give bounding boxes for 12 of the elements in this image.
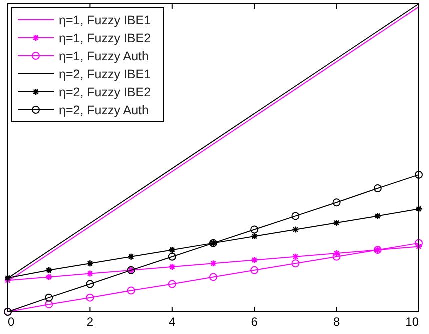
legend-label: η=1, Fuzzy IBE2 [59, 32, 152, 46]
legend-label: η=2, Fuzzy Auth [59, 104, 150, 118]
x-tick-label: 2 [86, 315, 94, 329]
legend-label: η=1, Fuzzy Auth [59, 50, 150, 64]
legend-label: η=2, Fuzzy IBE2 [59, 86, 152, 100]
x-tick-label: 6 [251, 315, 258, 329]
x-tick-label: 4 [169, 315, 176, 329]
x-tick-label: 10 [406, 315, 420, 329]
x-tick-label: 8 [333, 315, 340, 329]
legend-label: η=1, Fuzzy IBE1 [59, 14, 152, 28]
legend-label: η=2, Fuzzy IBE1 [59, 68, 152, 82]
x-tick-label: 0 [8, 315, 15, 329]
